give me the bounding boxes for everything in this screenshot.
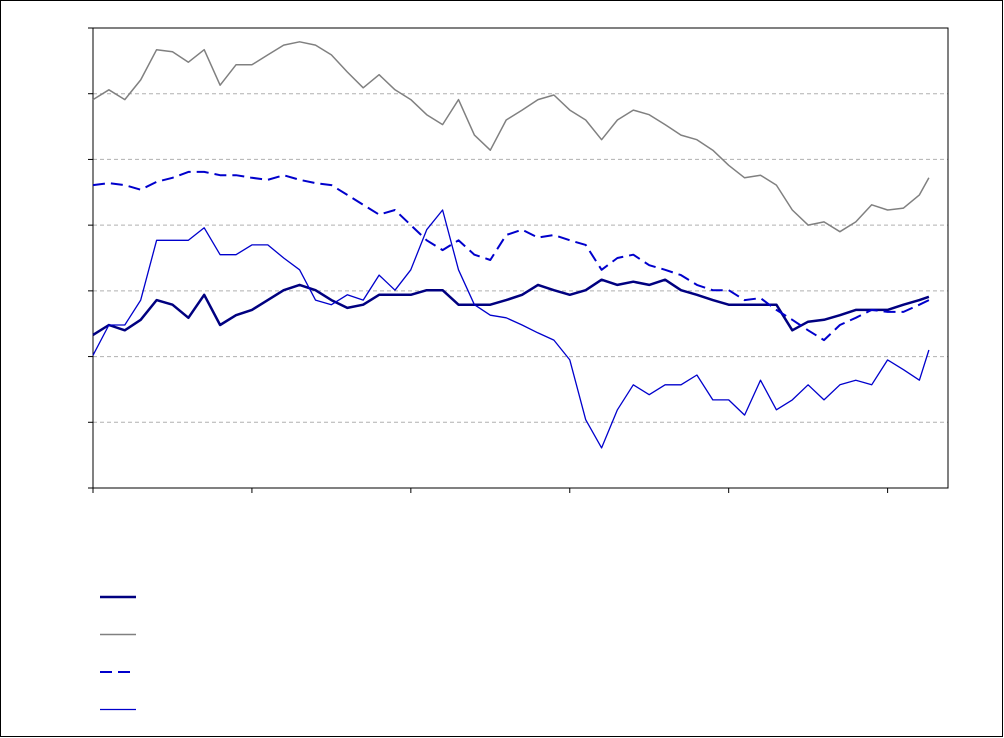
series-line: [92, 209, 930, 449]
series-line: [92, 41, 930, 233]
plot-border: [92, 27, 949, 489]
plot-area: [93, 28, 948, 488]
series-line: [92, 278, 930, 336]
series-line: [92, 170, 930, 342]
